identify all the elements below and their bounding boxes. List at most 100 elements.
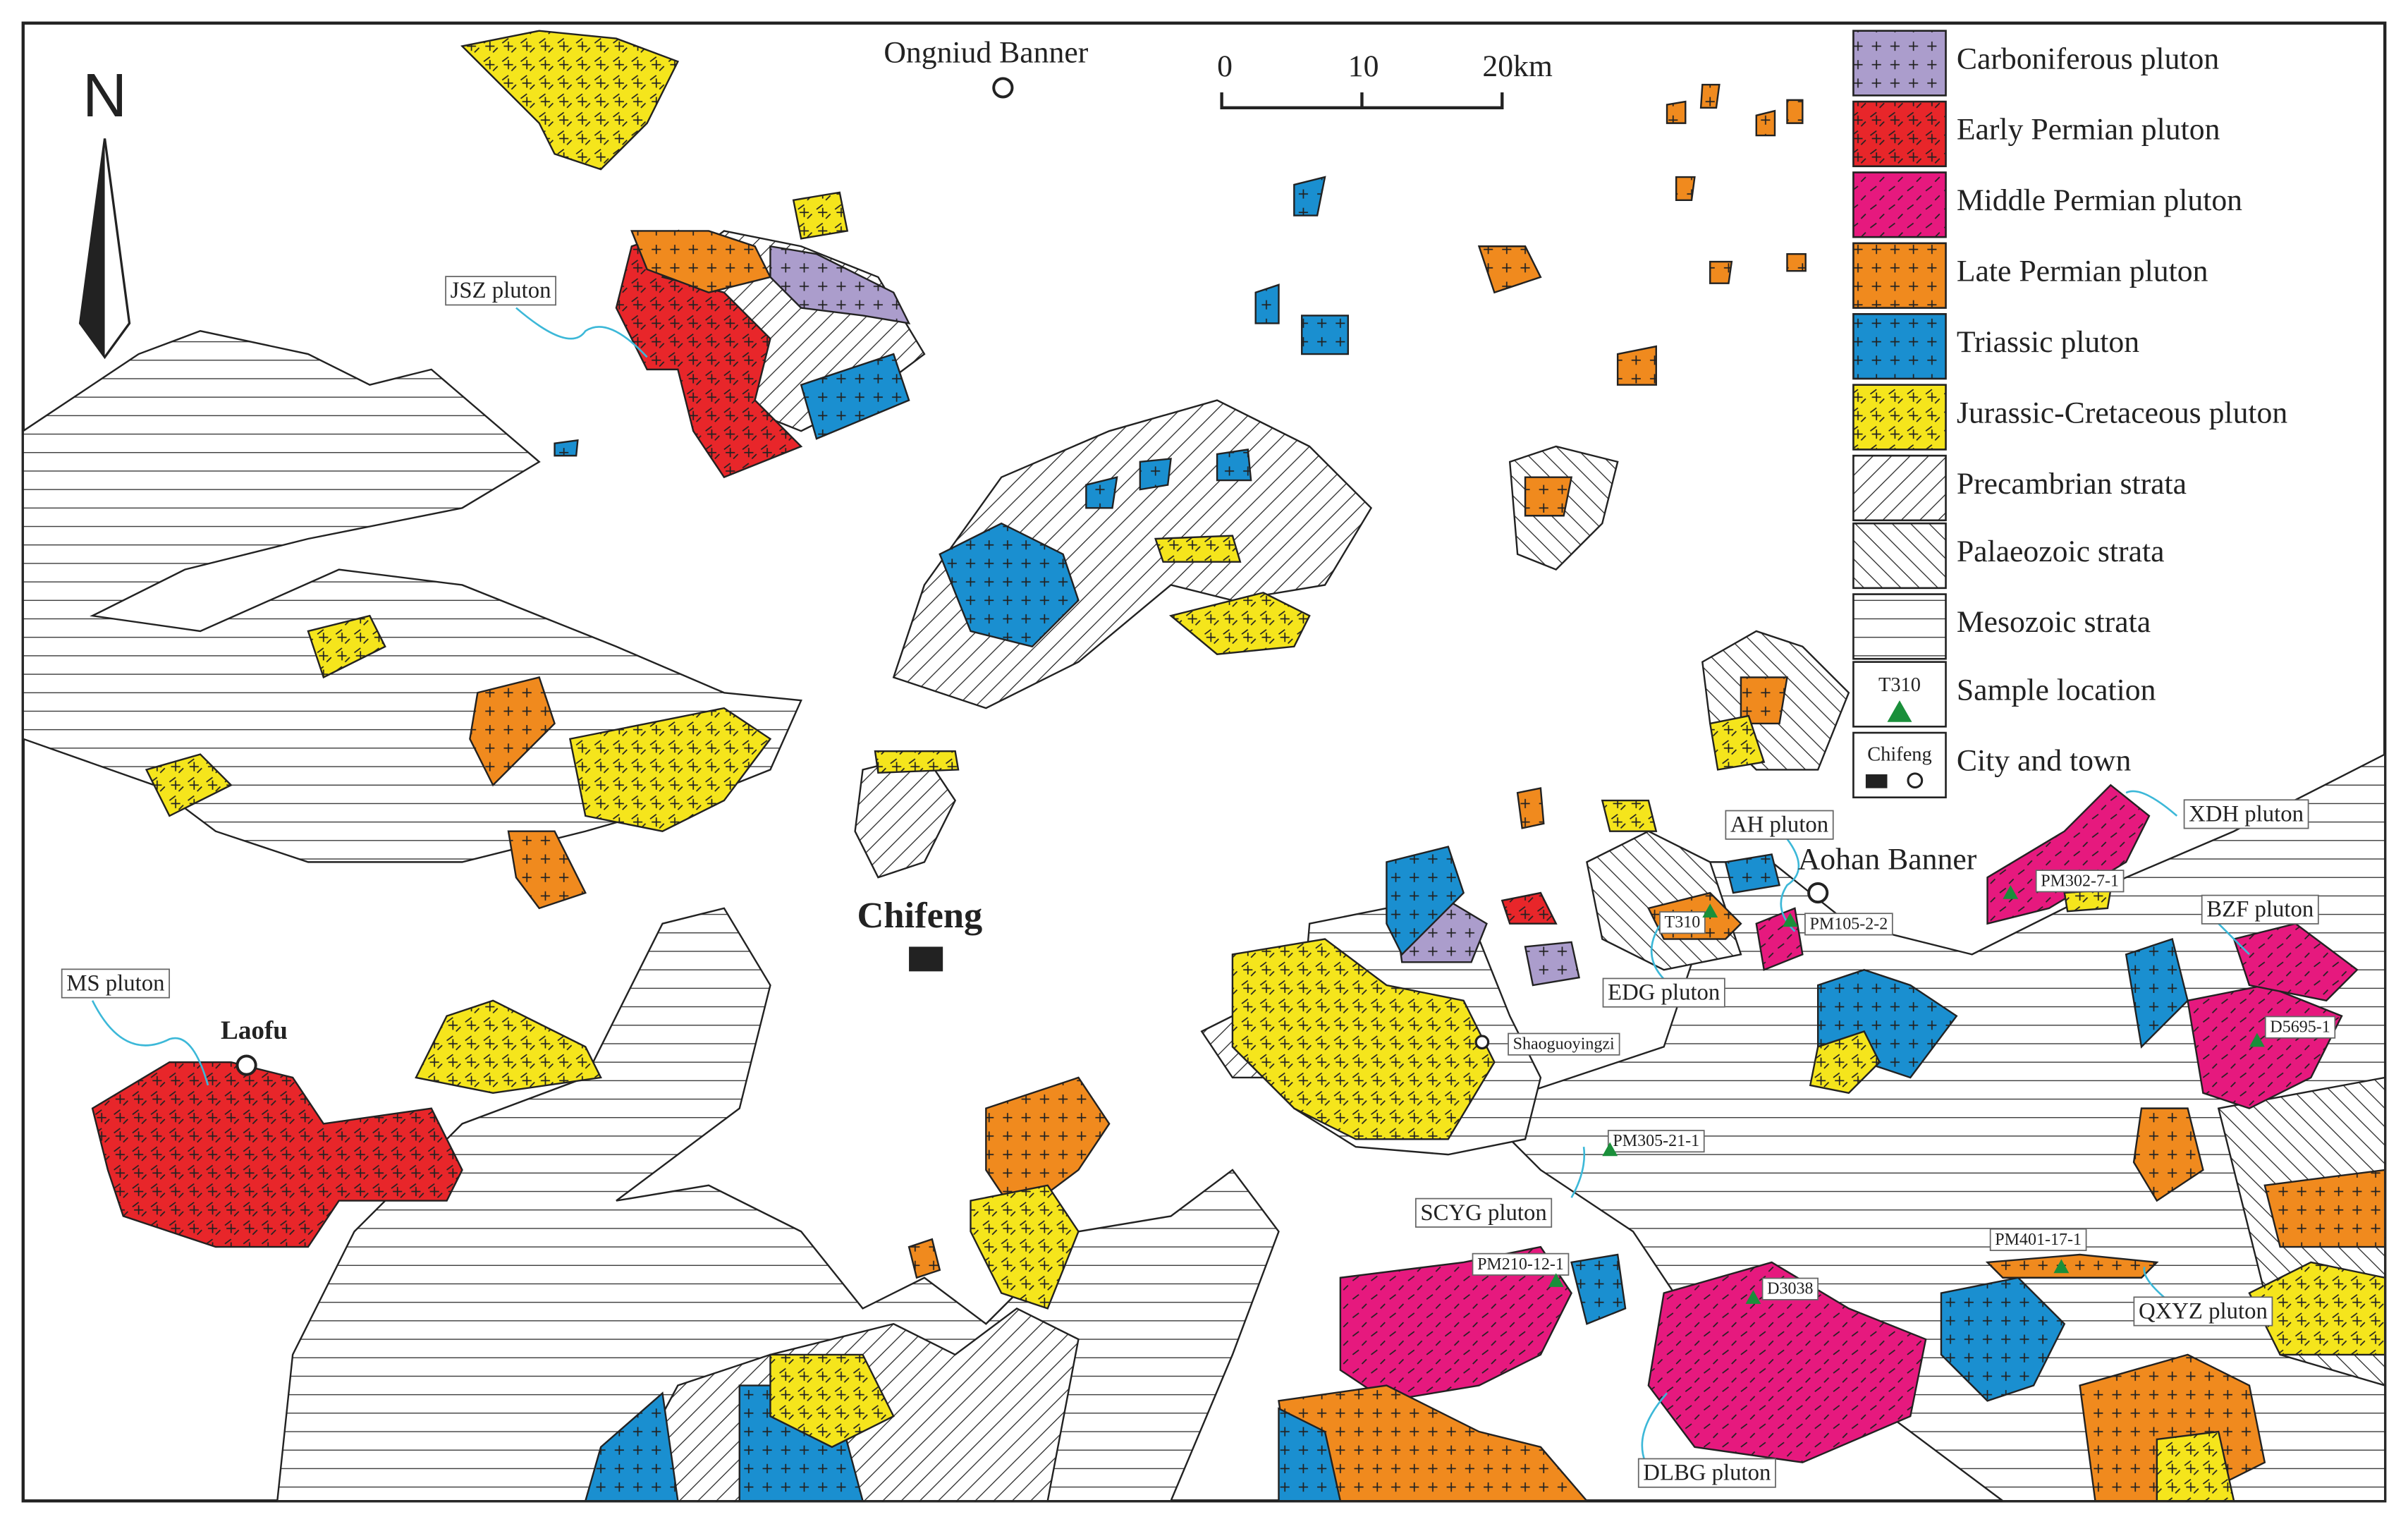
legend-sample-text: T310 bbox=[1878, 674, 1921, 696]
map-group: Carboniferous pluton Early Permian pluton… bbox=[1852, 30, 2288, 799]
legend-label: Carboniferous pluton bbox=[1957, 42, 2220, 75]
north-label: N bbox=[82, 61, 127, 130]
pluton-area bbox=[1570, 1253, 1627, 1325]
pluton-area bbox=[1940, 1276, 2066, 1402]
legend-sample-symbol bbox=[1887, 700, 1912, 722]
pluton-area bbox=[615, 229, 803, 479]
town-symbol bbox=[1474, 1035, 1490, 1050]
pluton-area bbox=[985, 1076, 1111, 1218]
legend-swatch bbox=[1852, 171, 1947, 238]
pluton-area bbox=[1278, 1384, 1589, 1501]
pluton-area bbox=[2156, 1430, 2235, 1501]
pluton-area bbox=[1986, 784, 2151, 925]
sample-label: D5695-1 bbox=[2270, 1018, 2330, 1037]
pluton-area bbox=[1650, 922, 1665, 980]
legend-swatch bbox=[1852, 522, 1947, 590]
pluton-area bbox=[1601, 799, 1658, 832]
pluton-label: JSZ pluton bbox=[451, 278, 551, 303]
pluton-area bbox=[769, 245, 911, 324]
sample-symbol bbox=[1602, 1142, 1618, 1157]
pluton-area bbox=[415, 999, 602, 1095]
label-box bbox=[2133, 1296, 2273, 1327]
pluton-area bbox=[2132, 1107, 2204, 1202]
pluton-area bbox=[1168, 592, 1311, 655]
label-box bbox=[2035, 870, 2125, 893]
pluton-area bbox=[1301, 315, 1349, 355]
sample-label: T310 bbox=[1665, 913, 1701, 932]
pluton-label: XDH pluton bbox=[2189, 801, 2304, 827]
label-box bbox=[2264, 1016, 2336, 1039]
pluton-area bbox=[145, 753, 233, 817]
label-box bbox=[1472, 1252, 1570, 1276]
pluton-area bbox=[1809, 1030, 1881, 1095]
legend-swatch bbox=[1852, 242, 1947, 309]
pluton-area bbox=[1386, 846, 1465, 956]
scale-bar bbox=[1220, 92, 1504, 109]
legend-label: Palaeozoic strata bbox=[1957, 535, 2165, 568]
label-box bbox=[1804, 913, 1893, 936]
legend-swatch bbox=[1852, 454, 1947, 522]
legend-swatch bbox=[1852, 593, 1947, 660]
label-box bbox=[61, 968, 170, 999]
pluton-area bbox=[1477, 245, 1542, 294]
pluton-area bbox=[515, 307, 648, 358]
pluton-area bbox=[1740, 676, 1788, 725]
pluton-area bbox=[792, 191, 849, 240]
label-box bbox=[1637, 1458, 1776, 1488]
pluton-area bbox=[2263, 1169, 2385, 1248]
sample-label: PM401-17-1 bbox=[1995, 1231, 2082, 1249]
pluton-area bbox=[1780, 838, 1800, 932]
pluton-area bbox=[2248, 1261, 2385, 1356]
pluton-area bbox=[568, 707, 772, 832]
legend-label: Precambrian strata bbox=[1957, 467, 2187, 501]
pluton-area bbox=[2218, 922, 2250, 956]
place-label: Aohan Banner bbox=[1798, 842, 1977, 876]
pluton-area bbox=[1278, 1407, 1342, 1501]
pluton-area bbox=[1985, 1253, 2159, 1279]
legend-swatch bbox=[1852, 100, 1947, 168]
pluton-area bbox=[939, 522, 1080, 648]
legend-label: Jurassic-Cretaceous pluton bbox=[1957, 396, 2288, 429]
pluton-area bbox=[1516, 787, 1545, 829]
pluton-area bbox=[630, 230, 772, 293]
sample-label: D3038 bbox=[1767, 1280, 1813, 1298]
place-label: Laofu bbox=[221, 1016, 288, 1045]
sample-symbol bbox=[1548, 1273, 1564, 1287]
scale-label: 0 bbox=[1217, 49, 1233, 83]
legend-label: Late Permian pluton bbox=[1957, 255, 2208, 288]
label-box bbox=[2201, 894, 2319, 925]
pluton-area bbox=[91, 1000, 209, 1086]
legend-swatch bbox=[1852, 30, 1947, 97]
pluton-area bbox=[2063, 889, 2112, 913]
pluton-area bbox=[1570, 1147, 1586, 1198]
pluton-label: DLBG pluton bbox=[1643, 1461, 1771, 1486]
sample-symbol bbox=[2053, 1259, 2070, 1274]
sample-label: PM305-21-1 bbox=[1613, 1132, 1699, 1150]
legend-town-symbol bbox=[1907, 772, 1924, 789]
sample-symbol bbox=[1782, 913, 1798, 927]
pluton-area bbox=[874, 750, 960, 774]
pluton-area bbox=[1666, 83, 1807, 284]
pluton-area bbox=[2125, 790, 2178, 817]
place-label: Ongniud Banner bbox=[884, 36, 1088, 70]
pluton-area bbox=[970, 1184, 1080, 1310]
sample-symbol bbox=[2003, 885, 2019, 899]
legend-label: City and town bbox=[1957, 744, 2132, 778]
map-group bbox=[91, 307, 2250, 1463]
scale-label: 10 bbox=[1348, 49, 1379, 83]
legend-label: Middle Permian pluton bbox=[1957, 183, 2242, 217]
label-box bbox=[1989, 1228, 2087, 1251]
pluton-label: EDG pluton bbox=[1608, 980, 1720, 1006]
pluton-area bbox=[460, 30, 680, 171]
sample-symbol bbox=[1702, 903, 1718, 918]
north-arrow-half bbox=[80, 138, 105, 358]
sample-label: PM105-2-2 bbox=[1809, 915, 1888, 933]
map-group bbox=[145, 30, 2385, 1501]
map-group bbox=[91, 229, 1558, 1248]
pluton-area bbox=[507, 830, 587, 910]
label-box bbox=[1659, 911, 1706, 934]
legend-swatch bbox=[1852, 312, 1947, 380]
town-symbol bbox=[236, 1054, 257, 1076]
city-symbol bbox=[909, 946, 943, 972]
strata-area bbox=[23, 330, 802, 863]
